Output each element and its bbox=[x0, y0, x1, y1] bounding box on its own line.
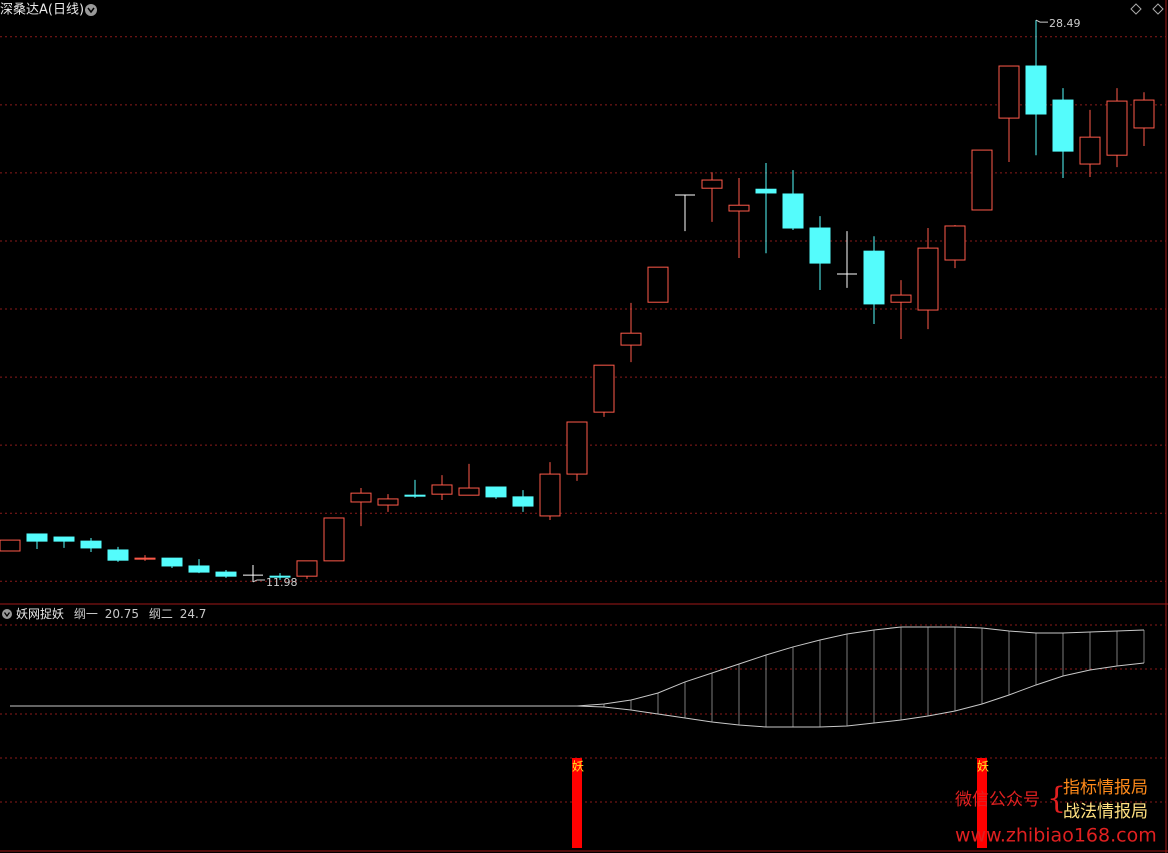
candle-body bbox=[53, 536, 75, 542]
watermark-label: 微信公众号 bbox=[955, 790, 1040, 810]
low-annotation: 11.98 bbox=[266, 576, 298, 589]
toolbar-icon[interactable] bbox=[1152, 3, 1164, 15]
signal-bar bbox=[572, 758, 582, 848]
toolbar-icon[interactable] bbox=[1130, 3, 1142, 15]
candle-body bbox=[890, 294, 912, 303]
candle-body bbox=[728, 204, 750, 212]
candle-body bbox=[647, 266, 669, 303]
candle-body bbox=[809, 227, 831, 264]
candle-body bbox=[944, 225, 966, 261]
candle-body bbox=[296, 560, 318, 577]
watermark: 微信公众号 { 指标情报局 战法情报局 www.zhibiao168.com bbox=[955, 778, 1157, 847]
watermark-line: 指标情报局 bbox=[1063, 778, 1148, 798]
candle-body bbox=[971, 149, 993, 211]
candle-body bbox=[404, 494, 426, 497]
candle-body bbox=[134, 557, 156, 560]
candle-body bbox=[215, 571, 237, 577]
candle-body bbox=[998, 65, 1020, 119]
annotation-pointer bbox=[252, 579, 265, 583]
candle-body bbox=[377, 498, 399, 506]
candle-body bbox=[80, 540, 102, 549]
candle-body bbox=[755, 188, 777, 194]
menu-icon-arrow bbox=[87, 7, 95, 14]
candle-body bbox=[1079, 136, 1101, 165]
annotation-pointer bbox=[1035, 19, 1048, 23]
candle-body bbox=[269, 575, 291, 578]
high-annotation: 28.49 bbox=[1049, 17, 1081, 30]
candle-body bbox=[1133, 99, 1155, 129]
watermark-brace: { bbox=[1047, 781, 1066, 816]
candle-body bbox=[1025, 65, 1047, 115]
candle-body bbox=[566, 421, 588, 475]
candle-body bbox=[917, 247, 939, 311]
candle-body bbox=[512, 496, 534, 507]
candle-body bbox=[458, 487, 480, 496]
signal-label: 妖 bbox=[572, 760, 584, 774]
indicator-header: 妖网捉妖 纲一 20.75 纲二 24.7 bbox=[16, 606, 206, 621]
candle-body bbox=[593, 364, 615, 413]
signal-bar bbox=[977, 758, 987, 848]
candle-body bbox=[161, 557, 183, 567]
candle-body bbox=[0, 539, 21, 552]
legend-name: 纲一 bbox=[74, 607, 98, 621]
chart-title: 深桑达A(日线) bbox=[0, 3, 84, 18]
watermark-line: 战法情报局 bbox=[1063, 802, 1148, 822]
candle-body bbox=[323, 517, 345, 562]
indicator-line bbox=[10, 626, 1145, 707]
candle-body bbox=[350, 492, 372, 503]
menu-icon[interactable] bbox=[85, 4, 97, 16]
candle-body bbox=[26, 533, 48, 542]
legend-value: 24.7 bbox=[180, 607, 207, 621]
legend-value: 20.75 bbox=[105, 607, 139, 621]
candle-body bbox=[620, 332, 642, 346]
candle-body bbox=[1052, 99, 1074, 152]
candle-body bbox=[539, 473, 561, 517]
signal-label: 妖 bbox=[977, 760, 989, 774]
indicator-title: 妖网捉妖 bbox=[16, 606, 64, 621]
candle-body bbox=[701, 179, 723, 189]
candle-body bbox=[188, 565, 210, 573]
candle-body bbox=[782, 193, 804, 229]
candle-body bbox=[1106, 100, 1128, 156]
candle-body bbox=[485, 486, 507, 498]
menu-icon-arrow bbox=[3, 612, 11, 618]
candle-body bbox=[863, 250, 885, 305]
candle-body bbox=[107, 549, 129, 561]
menu-icon[interactable] bbox=[2, 609, 12, 619]
legend-name: 纲二 bbox=[149, 607, 173, 621]
watermark-url: www.zhibiao168.com bbox=[955, 825, 1157, 847]
candle-body bbox=[431, 484, 453, 495]
